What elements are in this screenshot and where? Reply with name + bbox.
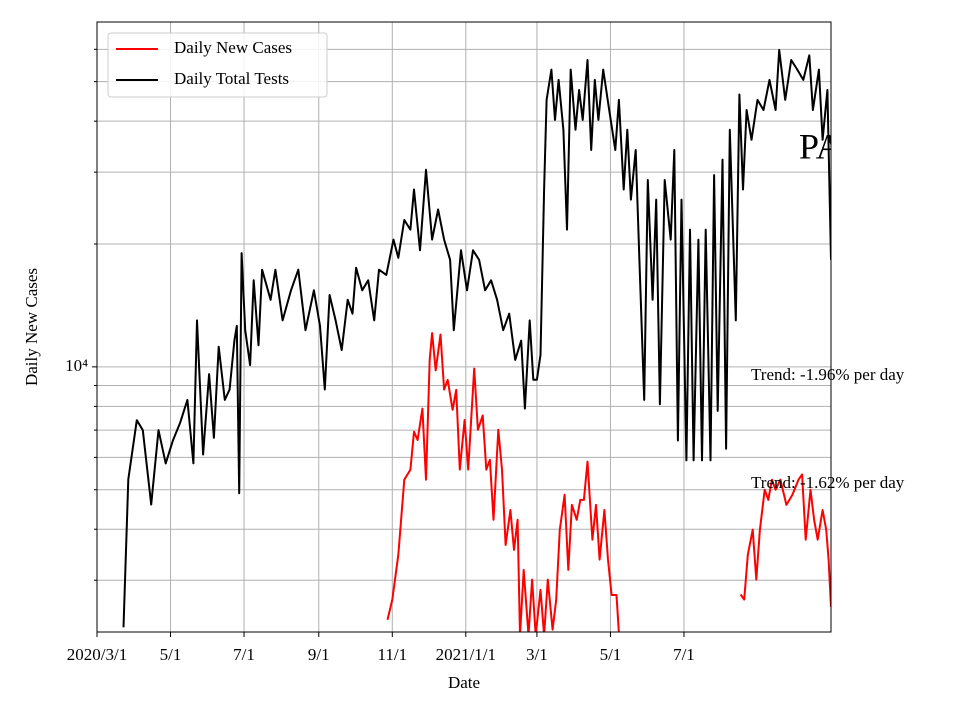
- x-tick-label: 3/1: [526, 645, 548, 664]
- x-tick-label: 9/1: [308, 645, 330, 664]
- annotation: Trend: -1.96% per day: [751, 365, 905, 384]
- y-axis-label: Daily New Cases: [22, 268, 41, 386]
- x-tick-label: 7/1: [673, 645, 695, 664]
- x-tick-label: 2020/3/1: [67, 645, 127, 664]
- annotation: Trend: -1.62% per day: [751, 473, 905, 492]
- x-tick-label: 2021/1/1: [436, 645, 496, 664]
- x-tick-label: 7/1: [233, 645, 255, 664]
- data-line: [386, 332, 831, 632]
- x-tick-label: 5/1: [160, 645, 182, 664]
- annotation: PA: [799, 126, 842, 166]
- legend-label: Daily New Cases: [174, 38, 292, 57]
- x-tick-label: 5/1: [600, 645, 622, 664]
- y-tick-label: 10⁴: [65, 356, 88, 375]
- plot-frame: [96, 21, 832, 633]
- legend: Daily New Cases Daily Total Tests: [107, 32, 328, 98]
- x-tick-label: 11/1: [377, 645, 407, 664]
- legend-box: [107, 32, 328, 98]
- x-axis-label: Date: [448, 673, 480, 692]
- data-line: [122, 48, 831, 628]
- legend-label: Daily Total Tests: [174, 69, 289, 88]
